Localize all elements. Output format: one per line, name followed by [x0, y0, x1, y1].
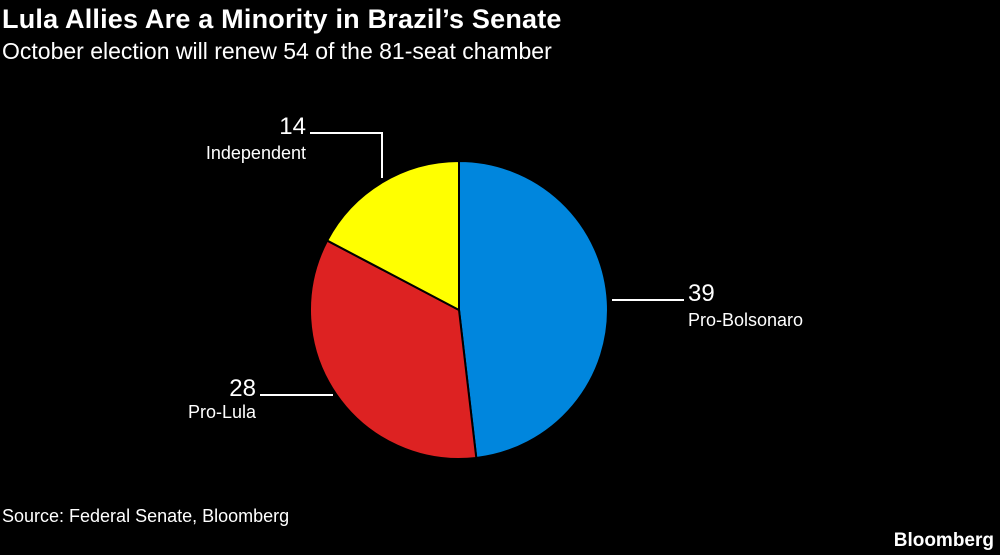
pie-slice-pro-bolsonaro: [458, 159, 609, 460]
slice-value-pro-bolsonaro: 39: [688, 280, 715, 307]
pie-slice-pro-lula: [309, 239, 478, 460]
chart-subtitle: October election will renew 54 of the 81…: [2, 38, 552, 64]
callout-line-independent: [310, 132, 383, 178]
pie-slice-independent: [325, 159, 460, 312]
slice-label-pro-bolsonaro: Pro-Bolsonaro: [688, 310, 803, 330]
slice-value-pro-lula: 28: [229, 375, 256, 402]
pie-slices: [309, 159, 609, 460]
slice-value-independent: 14: [279, 113, 306, 140]
bloomberg-logo: Bloomberg: [893, 530, 994, 551]
pie-callouts: 14 Independent 39 Pro-Bolsonaro 28 Pro-L…: [188, 113, 803, 422]
slice-label-pro-lula: Pro-Lula: [188, 402, 257, 422]
slice-label-independent: Independent: [206, 143, 306, 163]
chart-title: Lula Allies Are a Minority in Brazil’s S…: [2, 4, 562, 34]
source-note: Source: Federal Senate, Bloomberg: [2, 506, 290, 526]
